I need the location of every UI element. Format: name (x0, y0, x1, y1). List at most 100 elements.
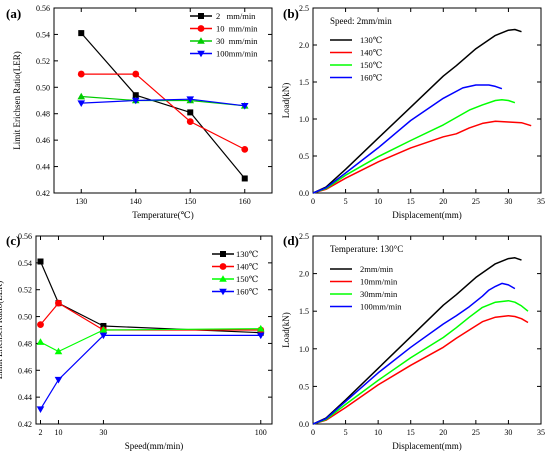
legend-marker (219, 263, 227, 270)
legend-label: 10mm/min (360, 277, 398, 287)
y-axis-label: Limit Erichsen Ratio(LER) (0, 281, 4, 379)
y-tick-label: 0.52 (18, 286, 32, 295)
legend-label: 2 mm/min (216, 11, 256, 21)
y-tick-label: 1.0 (299, 345, 309, 354)
y-axis-label: Load(kN) (281, 312, 291, 348)
series-line-3 (312, 282, 516, 425)
chart-panel-a: (a) 130 140 150 160 0.42 0.44 0.46 0.48 0.50 0.52 0… (6, 4, 273, 220)
legend-label: 30mm/min (360, 289, 398, 299)
x-tick-label: 30 (504, 428, 512, 437)
y-tick-label: 0.46 (36, 136, 50, 145)
data-point (55, 299, 62, 307)
y-tick-label: 0.50 (36, 83, 50, 92)
plot-frame (35, 235, 273, 425)
y-axis-label: Limit Erichsen Ratio(LER) (12, 51, 22, 149)
data-point (54, 347, 63, 355)
legend-label: 10 mm/min (216, 24, 258, 34)
x-tick-label: 30 (504, 197, 512, 206)
x-tick-label: 5 (344, 197, 348, 206)
x-tick-label: 35 (537, 197, 545, 206)
x-axis-label: Displacement(mm) (392, 210, 461, 220)
series-line-3 (312, 84, 503, 194)
y-tick-label: 2.0 (299, 41, 309, 50)
series-line-0 (312, 257, 522, 425)
data-point (256, 332, 265, 340)
y-tick-label: 0.5 (299, 382, 309, 391)
x-tick-label: 30 (99, 428, 107, 437)
legend-label: 30 mm/min (216, 36, 258, 46)
legend-label: 140℃ (360, 48, 382, 58)
x-tick-label: 20 (439, 197, 447, 206)
y-tick-label: 0.56 (18, 232, 32, 241)
y-tick-label: 0.44 (18, 393, 32, 402)
x-tick-label: 100 (255, 428, 267, 437)
legend: 2mm/min 10mm/min 30mm/min 100mm/min (330, 264, 402, 312)
x-axis-label: Displacement(mm) (392, 441, 461, 451)
x-tick-label: 25 (472, 428, 480, 437)
y-tick-label: 0.0 (299, 420, 309, 429)
data-point (187, 109, 194, 116)
plot-frame (312, 235, 542, 425)
legend-label: 130℃ (236, 249, 258, 259)
data-point (78, 30, 85, 37)
x-tick-label: 5 (344, 428, 348, 437)
series-line-0 (39, 261, 261, 334)
y-tick-label: 0.42 (18, 420, 32, 429)
chart-panel-c: (c) 2 10 30 100 0.42 0.44 0.46 0.48 0.50 0.52 0.54 0… (0, 232, 273, 451)
series-line-0 (80, 32, 246, 179)
panel-label: (c) (6, 233, 20, 248)
x-tick-label: 15 (407, 197, 415, 206)
chart-panel-b: (b) 0 5 10 15 20 25 30 35 0.0 0.5 1.0 1.5 2.0 2.5 Displ… (281, 4, 545, 220)
data-point (186, 118, 194, 126)
legend: 2 mm/min 10 mm/min 30 mm/min 100mm/min (190, 11, 258, 59)
data-point (99, 332, 108, 340)
y-tick-label: 0.56 (36, 4, 50, 13)
series-line-2 (312, 99, 516, 194)
x-axis-label: Temperature(℃) (132, 210, 193, 220)
y-tick-label: 0.46 (18, 366, 32, 375)
legend: 130℃ 140℃ 150℃ 160℃ (330, 35, 382, 83)
data-point (132, 70, 140, 78)
data-point (36, 406, 45, 414)
data-point (132, 92, 139, 99)
data-point (54, 376, 63, 384)
y-tick-label: 2.0 (299, 270, 309, 279)
legend: 130℃ 140℃ 150℃ 160℃ (212, 249, 258, 297)
data-point (241, 145, 249, 153)
annotation: Speed: 2mm/min (330, 16, 392, 26)
series-line-1 (312, 120, 532, 194)
panel-label: (a) (6, 6, 21, 21)
x-tick-label: 25 (472, 197, 480, 206)
series-line-3 (39, 334, 261, 410)
x-tick-label: 10 (54, 428, 62, 437)
x-tick-label: 20 (439, 428, 447, 437)
x-tick-label: 140 (130, 197, 142, 206)
series-line-3 (81, 98, 245, 107)
series-line-2 (312, 299, 529, 425)
data-point (256, 324, 265, 332)
series-line-1 (81, 73, 246, 150)
legend-label: 130℃ (360, 35, 382, 45)
y-tick-label: 2.5 (299, 4, 309, 13)
data-point (240, 102, 249, 110)
plot-frame (53, 7, 273, 194)
legend-marker (219, 288, 227, 296)
plot-frame (312, 7, 542, 194)
x-tick-label: 130 (75, 197, 87, 206)
data-point (100, 322, 107, 329)
legend-label: 160℃ (236, 287, 258, 297)
x-tick-label: 0 (311, 428, 315, 437)
y-axis-label: Load(kN) (281, 83, 291, 119)
data-point (37, 258, 44, 265)
legend-marker (219, 275, 227, 282)
x-tick-label: 160 (239, 197, 251, 206)
legend-marker (198, 13, 204, 19)
y-tick-label: 0.54 (18, 259, 32, 268)
x-tick-label: 15 (407, 428, 415, 437)
series-line-2 (81, 95, 245, 107)
y-tick-label: 0.5 (299, 152, 309, 161)
legend-marker (220, 251, 226, 257)
x-axis-label: Speed(mm/min) (125, 441, 184, 451)
data-point (77, 92, 86, 100)
